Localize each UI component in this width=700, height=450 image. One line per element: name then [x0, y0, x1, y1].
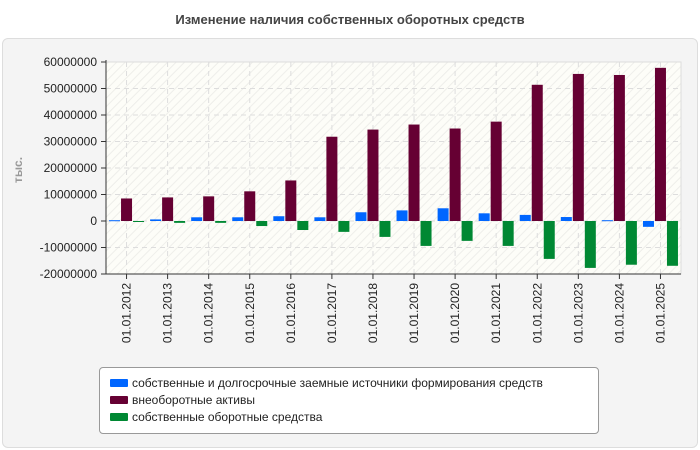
bar [256, 221, 268, 227]
bar [379, 221, 391, 237]
legend-label: собственные оборотные средства [132, 410, 323, 424]
bar [244, 191, 256, 221]
bar [666, 221, 678, 266]
x-tick-label: 01.01.2017 [325, 283, 339, 343]
bar [478, 213, 490, 221]
x-tick-label: 01.01.2023 [571, 283, 585, 343]
y-axis-label: тыс. [11, 157, 25, 183]
bar [297, 221, 309, 231]
bar [174, 221, 186, 223]
y-tick-label: 10000000 [44, 188, 98, 202]
bar [543, 221, 555, 259]
legend: собственные и долгосрочные заемные источ… [99, 367, 599, 434]
y-tick-label: -20000000 [40, 267, 98, 281]
bar [560, 217, 572, 221]
legend-label: собственные и долгосрочные заемные источ… [132, 376, 543, 390]
bar [613, 74, 625, 221]
x-tick-label: 01.01.2015 [243, 283, 257, 343]
bar [338, 221, 350, 232]
x-tick-label: 01.01.2012 [120, 283, 134, 343]
bar [502, 221, 514, 246]
bar [408, 124, 420, 221]
legend-swatch [110, 413, 128, 421]
x-tick-label: 01.01.2018 [366, 283, 380, 343]
bar [449, 128, 461, 221]
bar [162, 197, 174, 221]
x-tick-label: 01.01.2019 [407, 283, 421, 343]
bar [121, 198, 133, 221]
bar [584, 221, 596, 268]
bar [215, 221, 227, 223]
bar [314, 217, 326, 221]
x-tick-label: 01.01.2025 [653, 283, 667, 343]
x-tick-label: 01.01.2014 [202, 283, 216, 343]
legend-item: собственные и долгосрочные заемные источ… [110, 375, 543, 391]
bar [396, 210, 408, 221]
bar [133, 221, 145, 222]
bar [109, 220, 121, 222]
legend-swatch [110, 379, 128, 387]
legend-swatch [110, 396, 128, 404]
x-tick-label: 01.01.2024 [612, 283, 626, 343]
y-tick-label: 0 [90, 214, 97, 228]
x-tick-label: 01.01.2022 [530, 283, 544, 343]
bar [654, 67, 666, 221]
bar [625, 221, 637, 265]
y-tick-label: 20000000 [44, 161, 98, 175]
y-tick-label: 30000000 [44, 135, 98, 149]
bar [601, 220, 613, 222]
legend-item: внеоборотные активы [110, 392, 255, 408]
bar [150, 219, 162, 221]
x-tick-label: 01.01.2016 [284, 283, 298, 343]
bar [203, 196, 215, 221]
bar [642, 221, 654, 227]
legend-item: собственные оборотные средства [110, 409, 322, 425]
y-tick-label: 50000000 [44, 82, 98, 96]
bar [355, 212, 367, 221]
bar [437, 208, 449, 221]
legend-label: внеоборотные активы [132, 393, 255, 407]
bar [367, 129, 379, 221]
bar [326, 136, 338, 221]
y-tick-label: 60000000 [44, 55, 98, 69]
bar [273, 216, 285, 221]
x-tick-label: 01.01.2020 [448, 283, 462, 343]
y-tick-label: 40000000 [44, 108, 98, 122]
bar [531, 84, 543, 221]
bar [232, 217, 244, 221]
bar [191, 217, 203, 221]
bar [420, 221, 432, 246]
bar [461, 221, 473, 241]
bar [519, 214, 531, 221]
bar [490, 121, 502, 221]
x-tick-label: 01.01.2021 [489, 283, 503, 343]
y-tick-label: -10000000 [40, 241, 98, 255]
bar [572, 73, 584, 221]
chart-title: Изменение наличия собственных оборотных … [175, 12, 525, 27]
bar [285, 180, 297, 221]
x-tick-label: 01.01.2013 [161, 283, 175, 343]
